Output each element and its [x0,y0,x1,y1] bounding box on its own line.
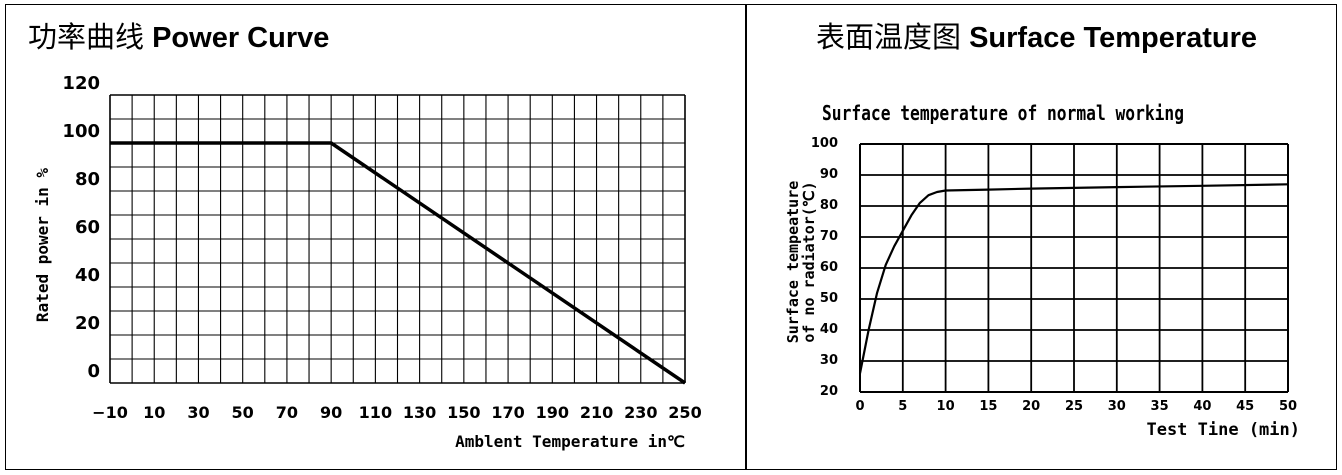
surface-chart-title: Surface temperature of normal working [822,101,1184,125]
power-x-tick-label: 90 [320,403,342,422]
power-y-axis-label: Rated power in % [33,168,52,322]
surface-x-tick-label: 5 [898,399,907,414]
power-y-tick-label: 40 [75,265,100,286]
surface-y-tick-label: 50 [820,291,838,306]
power-curve-title-cn: 功率曲线 [28,22,145,54]
power-y-tick-label: 60 [75,217,100,238]
surface-y-tick-label: 80 [820,198,838,213]
power-x-tick-label: 250 [668,403,701,422]
power-x-tick-label: 150 [447,403,480,422]
power-y-tick-label: 0 [87,361,100,382]
surface-y-axis-label: Surface tempeatureof no radiator(℃) [784,181,818,344]
power-x-tick-label: 110 [359,403,392,422]
surface-temp-title: 表面温度图 Surface Temperature [816,14,1257,56]
surface-x-tick-label: 25 [1065,399,1083,414]
surface-x-tick-label: 40 [1193,399,1211,414]
surface-y-tick-label: 60 [820,260,838,275]
surface-x-tick-label: 15 [979,399,997,414]
surface-temp-title-cn: 表面温度图 [816,22,962,54]
surface-temp-curve [858,183,1289,374]
surface-y-tick-label: 20 [820,384,838,399]
power-curve-title: 功率曲线 Power Curve [28,14,329,56]
power-x-tick-label: 130 [403,403,436,422]
power-x-tick-label: 190 [536,403,569,422]
surface-y-tick-label: 100 [811,136,838,151]
power-y-tick-label: 80 [75,169,100,190]
power-x-tick-label: 230 [624,403,657,422]
surface-x-tick-label: 35 [1151,399,1169,414]
power-x-tick-label: 30 [187,403,209,422]
surface-x-tick-label: 50 [1279,399,1297,414]
surface-y-axis-label-line: Surface tempeature [784,181,802,344]
surface-y-tick-label: 70 [820,229,838,244]
surface-y-axis-label-line: of no radiator(℃) [800,181,818,342]
surface-x-tick-label: 30 [1108,399,1126,414]
power-curve-title-en: Power Curve [152,22,330,54]
power-x-tick-label: 70 [276,403,298,422]
power-y-tick-label: 120 [62,73,100,94]
power-x-tick-label: 210 [580,403,613,422]
outer-frame [5,4,1337,470]
surface-temp-title-en: Surface Temperature [969,22,1258,54]
surface-x-tick-label: 10 [937,399,955,414]
power-y-tick-label: 20 [75,313,100,334]
power-x-tick-label: −10 [92,403,128,422]
power-y-tick-label: 100 [62,121,100,142]
surface-y-tick-label: 40 [820,322,838,337]
surface-y-tick-label: 90 [820,167,838,182]
power-x-tick-label: 10 [143,403,165,422]
surface-x-tick-label: 45 [1236,399,1254,414]
surface-y-tick-label: 30 [820,353,838,368]
surface-x-tick-label: 0 [855,399,864,414]
power-x-tick-label: 50 [232,403,254,422]
surface-x-tick-label: 20 [1022,399,1040,414]
power-x-tick-label: 170 [491,403,524,422]
surface-x-axis-label: Test Tine (min) [1146,420,1300,440]
power-curve-line [110,141,686,385]
panel-divider [745,4,747,470]
power-x-axis-label: Amblent Temperature in℃ [455,432,685,451]
